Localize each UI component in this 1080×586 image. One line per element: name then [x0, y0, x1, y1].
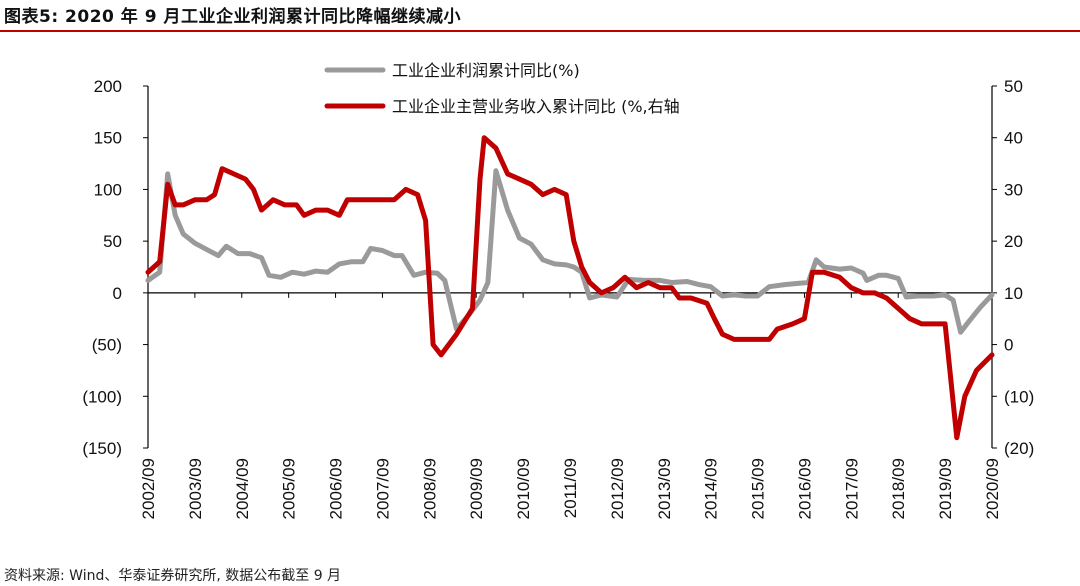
right-tick-label: 50 [1004, 77, 1023, 96]
left-tick-label: 200 [94, 77, 122, 96]
right-tick-label: 30 [1004, 180, 1023, 199]
left-tick-label: 100 [94, 180, 122, 199]
left-tick-label: 50 [103, 232, 122, 251]
legend-label-2: 工业企业主营业务收入累计同比 (%,右轴 [392, 97, 680, 116]
source-note: 资料来源: Wind、华泰证券研究所, 数据公布截至 9 月 [4, 568, 342, 584]
x-tick-label: 2015/09 [749, 458, 768, 519]
series-line-1 [145, 168, 995, 335]
legend-label-1: 工业企业利润累计同比(%) [392, 61, 580, 80]
x-tick-label: 2018/09 [889, 458, 908, 519]
x-tick-label: 2003/09 [186, 458, 205, 519]
x-tick-label: 2010/09 [514, 458, 533, 519]
x-tick-label: 2008/09 [420, 458, 439, 519]
left-tick-label: (100) [82, 387, 122, 406]
x-tick-label: 2007/09 [373, 458, 392, 519]
x-tick-label: 2009/09 [467, 458, 486, 519]
right-tick-label: (20) [1004, 439, 1034, 458]
right-tick-label: 40 [1004, 129, 1023, 148]
x-tick-label: 2011/09 [561, 458, 580, 518]
right-tick-label: 20 [1004, 232, 1023, 251]
x-tick-label: 2016/09 [795, 458, 814, 519]
x-tick-label: 2005/09 [280, 458, 299, 519]
title-divider [0, 30, 1080, 32]
x-tick-label: 2006/09 [327, 458, 346, 519]
series-layer [145, 135, 995, 441]
x-tick-label: 2013/09 [655, 458, 674, 519]
left-tick-label: (150) [82, 439, 122, 458]
x-tick-label: 2004/09 [233, 458, 252, 519]
x-tick-label: 2020/09 [983, 458, 1002, 519]
left-tick-label: (50) [92, 336, 122, 355]
x-tick-label: 2017/09 [842, 458, 861, 519]
x-tick-label: 2012/09 [608, 458, 627, 519]
figure-title: 图表5: 2020 年 9 月工业企业利润累计同比降幅继续减小 [4, 7, 461, 27]
x-tick-label: 2002/09 [139, 458, 158, 519]
right-tick-label: 0 [1004, 336, 1013, 355]
x-tick-label: 2014/09 [702, 458, 721, 519]
left-tick-label: 150 [94, 129, 122, 148]
series-line-2 [145, 135, 995, 441]
right-tick-label: 10 [1004, 284, 1023, 303]
right-tick-label: (10) [1004, 387, 1034, 406]
legend: 工业企业利润累计同比(%) 工业企业主营业务收入累计同比 (%,右轴 [324, 61, 680, 116]
x-tick-label: 2019/09 [936, 458, 955, 519]
axes-layer: 200150100500(50)(100)(150)50403020100(10… [82, 77, 1034, 519]
left-tick-label: 0 [113, 284, 122, 303]
